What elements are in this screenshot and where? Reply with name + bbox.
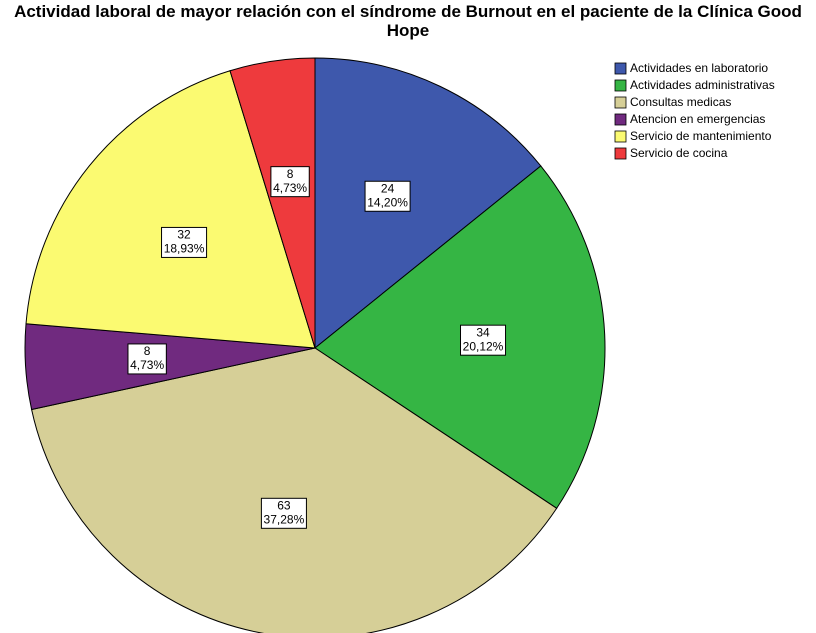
data-label: 84,73% [270, 166, 310, 198]
label-box [260, 497, 307, 529]
count-label: 8 [144, 344, 151, 358]
pie-slice [314, 165, 606, 509]
label-box [127, 343, 167, 375]
legend-label: Actividades en laboratorio [630, 61, 768, 75]
count-label: 24 [381, 181, 395, 195]
label-box [270, 166, 310, 198]
legend-label: Consultas medicas [630, 95, 731, 109]
legend-swatch [614, 79, 627, 92]
legend-label: Atencion en emergencias [630, 112, 765, 126]
percent-label: 18,93% [164, 242, 205, 256]
count-label: 34 [476, 325, 490, 339]
legend-label: Servicio de mantenimiento [630, 129, 772, 143]
chart-title: Actividad laboral de mayor relación con … [14, 2, 802, 40]
legend-swatch [614, 62, 627, 75]
percent-label: 20,12% [463, 339, 504, 353]
label-box [460, 324, 507, 356]
count-label: 8 [287, 167, 294, 181]
legend-swatch [614, 147, 627, 160]
percent-label: 4,73% [273, 181, 307, 195]
legend-swatch [614, 130, 627, 143]
label-box [161, 226, 208, 258]
percent-label: 37,28% [264, 512, 305, 526]
pie-slice [25, 70, 316, 349]
legend-swatch [614, 96, 627, 109]
percent-label: 4,73% [130, 358, 164, 372]
data-label: 84,73% [127, 343, 167, 375]
legend-label: Actividades administrativas [630, 78, 775, 92]
count-label: 32 [177, 228, 191, 242]
pie-slice [314, 57, 542, 350]
label-box [364, 180, 411, 212]
legend-swatch [614, 113, 627, 126]
count-label: 63 [277, 498, 291, 512]
legend-label: Servicio de cocina [630, 146, 728, 160]
percent-label: 14,20% [367, 195, 408, 209]
pie-slice [229, 57, 316, 349]
pie-slice [31, 347, 558, 633]
